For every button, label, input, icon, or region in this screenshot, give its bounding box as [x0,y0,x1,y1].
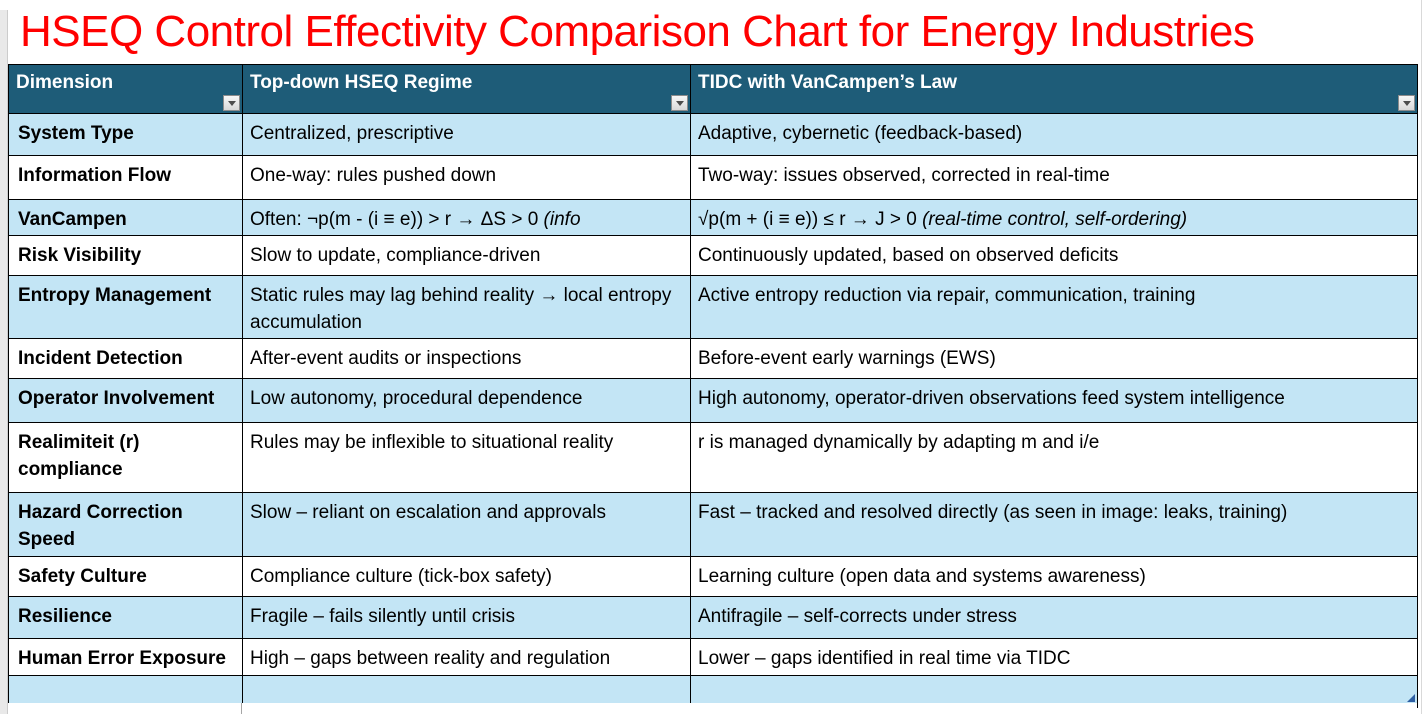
cell-topdown[interactable]: Centralized, prescriptive [242,113,691,156]
cell-dimension[interactable]: Information Flow [8,155,243,200]
chevron-down-icon [675,100,684,106]
table-row: Information Flow One-way: rules pushed d… [8,155,1418,200]
table-row: Hazard Correction Speed Slow – reliant o… [8,492,1418,557]
cell-tidc[interactable]: Lower – gaps identified in real time via… [690,638,1418,676]
title-cell: HSEQ Control Effectivity Comparison Char… [8,0,1417,64]
table-row: Incident Detection After-event audits or… [8,338,1418,379]
cell-topdown[interactable]: Slow – reliant on escalation and approva… [242,492,691,557]
header-row: Dimension Top-down HSEQ Regime TIDC with… [8,64,1418,114]
cell-dimension[interactable]: Hazard Correction Speed [8,492,243,557]
page-title: HSEQ Control Effectivity Comparison Char… [20,7,1255,56]
cell-tidc[interactable]: Learning culture (open data and systems … [690,556,1418,597]
formula-note: (info [543,209,581,230]
cell-dimension[interactable]: Entropy Management [8,275,243,339]
filter-dropdown-button[interactable] [1398,95,1415,111]
column-header-label: Dimension [16,72,114,93]
chevron-down-icon [227,100,236,106]
cell-tidc[interactable]: Fast – tracked and resolved directly (as… [690,492,1418,557]
cell-tidc[interactable]: High autonomy, operator-driven observati… [690,378,1418,423]
cell-dimension[interactable]: System Type [8,113,243,156]
cell-topdown[interactable]: One-way: rules pushed down [242,155,691,200]
table-row: Risk Visibility Slow to update, complian… [8,235,1418,276]
table-row: Human Error Exposure High – gaps between… [8,638,1418,676]
cell-dimension[interactable]: Risk Visibility [8,235,243,276]
filter-dropdown-button[interactable] [671,95,688,111]
cell-tidc[interactable]: Continuously updated, based on observed … [690,235,1418,276]
cell-dimension[interactable]: VanCampen [8,199,243,236]
cell-dimension[interactable]: Safety Culture [8,556,243,597]
comparison-table: Dimension Top-down HSEQ Regime TIDC with… [8,64,1418,708]
cell-tidc[interactable]: Adaptive, cybernetic (feedback-based) [690,113,1418,156]
table-row: System Type Centralized, prescriptive Ad… [8,113,1418,156]
cell-topdown[interactable]: Compliance culture (tick-box safety) [242,556,691,597]
column-gridline [241,703,242,714]
column-header-label: TIDC with VanCampen’s Law [698,72,958,93]
empty-grid-area [8,703,1417,714]
cell-topdown[interactable]: Rules may be inflexible to situational r… [242,422,691,493]
table-resize-handle[interactable] [1407,694,1415,702]
formula-text: √p(m + (i ≡ e)) ≤ r → J > 0 [698,209,923,230]
table-row: Entropy Management Static rules may lag … [8,275,1418,339]
cell-tidc[interactable]: r is managed dynamically by adapting m a… [690,422,1418,493]
cell-dimension[interactable] [8,675,243,708]
cell-dimension[interactable]: Human Error Exposure [8,638,243,676]
cell-dimension[interactable]: Realimiteit (r) compliance [8,422,243,493]
cell-topdown[interactable]: Low autonomy, procedural dependence [242,378,691,423]
cell-dimension[interactable]: Incident Detection [8,338,243,379]
cell-dimension[interactable]: Operator Involvement [8,378,243,423]
table-row: Operator Involvement Low autonomy, proce… [8,378,1418,423]
column-header-topdown-regime[interactable]: Top-down HSEQ Regime [242,64,691,114]
cell-tidc[interactable]: Antifragile – self-corrects under stress [690,596,1418,639]
column-header-tidc-vancampen[interactable]: TIDC with VanCampen’s Law [690,64,1418,114]
cell-tidc[interactable] [690,675,1418,708]
cell-tidc[interactable]: Two-way: issues observed, corrected in r… [690,155,1418,200]
cell-tidc[interactable]: Active entropy reduction via repair, com… [690,275,1418,339]
cell-topdown[interactable]: Fragile – fails silently until crisis [242,596,691,639]
adjacent-column-sliver [0,10,8,714]
formula-text: Often: ¬p(m - (i ≡ e)) > r → ΔS > 0 [250,209,544,230]
cell-topdown[interactable]: After-event audits or inspections [242,338,691,379]
formula-note: (real-time control, self-ordering) [922,209,1188,230]
column-header-dimension[interactable]: Dimension [8,64,243,114]
cell-tidc[interactable]: Before-event early warnings (EWS) [690,338,1418,379]
chevron-down-icon [1402,100,1411,106]
table-row: Safety Culture Compliance culture (tick-… [8,556,1418,597]
filter-dropdown-button[interactable] [223,95,240,111]
table-row: Realimiteit (r) compliance Rules may be … [8,422,1418,493]
cell-dimension[interactable]: Resilience [8,596,243,639]
cell-topdown[interactable]: Slow to update, compliance-driven [242,235,691,276]
table-row: Resilience Fragile – fails silently unti… [8,596,1418,639]
cell-topdown[interactable]: High – gaps between reality and regulati… [242,638,691,676]
cell-topdown[interactable]: Static rules may lag behind reality → lo… [242,275,691,339]
cell-topdown[interactable]: Often: ¬p(m - (i ≡ e)) > r → ΔS > 0 (inf… [242,199,691,236]
table-row: VanCampen Often: ¬p(m - (i ≡ e)) > r → Δ… [8,199,1418,236]
right-gridline [1421,0,1422,714]
cell-tidc[interactable]: √p(m + (i ≡ e)) ≤ r → J > 0 (real-time c… [690,199,1418,236]
column-header-label: Top-down HSEQ Regime [250,72,473,93]
